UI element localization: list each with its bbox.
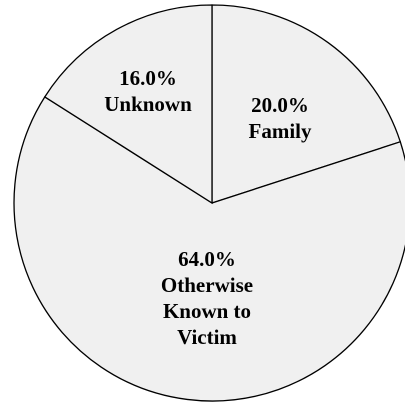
pie-slice-otherwise-known-to-victim <box>13 96 405 402</box>
data-label-percent: 16.0% <box>119 66 177 90</box>
data-label-unknown: 16.0% Unknown <box>104 66 192 116</box>
pie-slice-unknown <box>43 4 213 205</box>
pie-slice-family <box>211 4 402 204</box>
data-label-otherwise-known-to-victim: 64.0% Otherwise Known to Victim <box>161 247 253 349</box>
data-label-category: Otherwise <box>161 273 253 297</box>
pie-labels: 20.0% Family 64.0% Otherwise Known to Victim 1… <box>104 66 312 349</box>
data-label-family: 20.0% Family <box>249 93 312 143</box>
data-label-percent: 64.0% <box>178 247 236 271</box>
data-label-category: Victim <box>177 325 237 349</box>
data-label-category: Unknown <box>104 92 192 116</box>
data-label-category: Family <box>249 119 312 143</box>
data-label-percent: 20.0% <box>251 93 309 117</box>
data-label-category: Known to <box>163 299 251 323</box>
pie-slices <box>13 4 405 402</box>
